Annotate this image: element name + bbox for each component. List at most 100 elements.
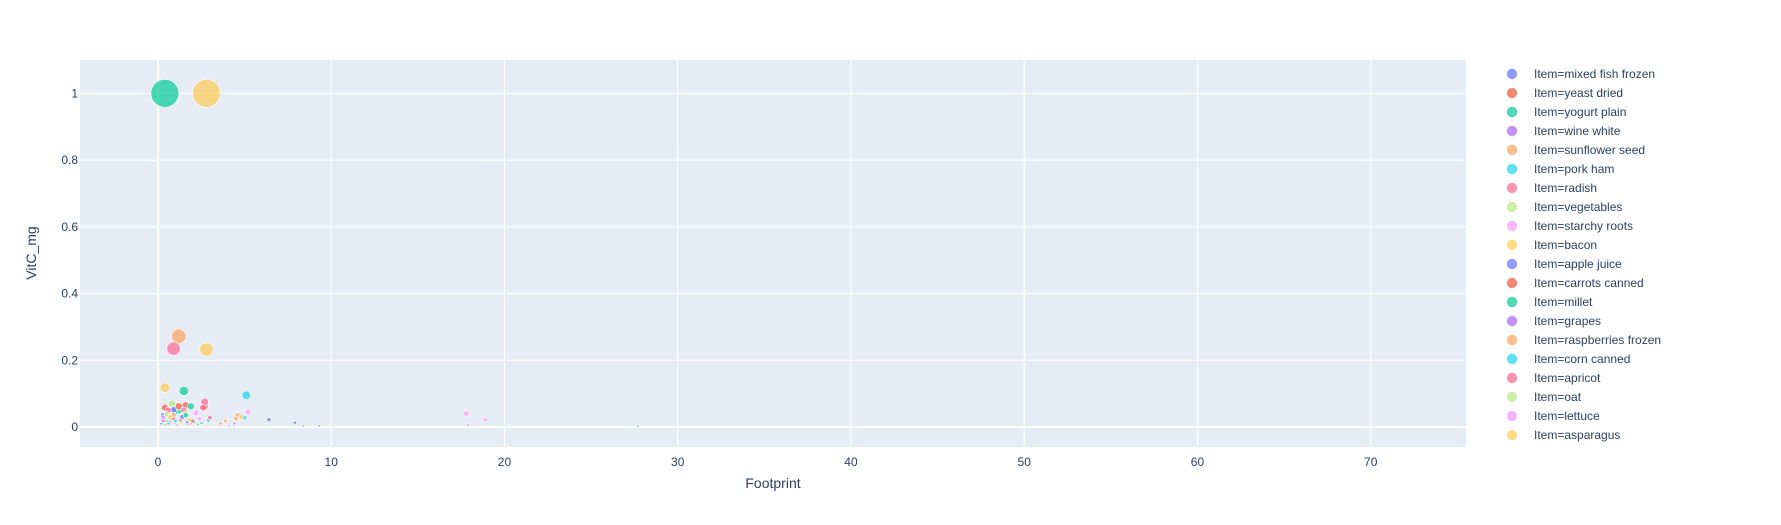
data-point[interactable] — [173, 421, 177, 426]
legend-item[interactable]: Item=radish — [1506, 181, 1598, 195]
legend-marker — [1506, 410, 1518, 422]
legend-label: Item=apple juice — [1534, 257, 1622, 271]
y-tick-label: 0.6 — [61, 220, 78, 234]
data-point[interactable] — [199, 421, 204, 425]
data-point[interactable] — [196, 422, 200, 426]
data-point[interactable] — [182, 412, 189, 419]
data-point[interactable] — [463, 410, 470, 417]
legend-item[interactable]: Item=carrots canned — [1506, 276, 1644, 290]
x-tick-label: 30 — [671, 455, 685, 469]
legend-item[interactable]: Item=yeast dried — [1506, 86, 1624, 100]
legend-item[interactable]: Item=asparagus — [1506, 428, 1621, 442]
legend-item[interactable]: Item=apple juice — [1506, 257, 1623, 271]
y-tick-labels: 0 0.2 0.4 0.6 0.8 1 — [61, 86, 78, 434]
data-point[interactable] — [171, 328, 187, 344]
legend-label: Item=corn canned — [1534, 352, 1630, 366]
legend-item[interactable]: Item=lettuce — [1506, 409, 1601, 423]
legend-marker — [1506, 258, 1518, 270]
legend-item[interactable]: Item=grapes — [1506, 314, 1602, 328]
data-point[interactable] — [483, 417, 488, 423]
x-tick-label: 10 — [325, 455, 339, 469]
data-point[interactable] — [227, 424, 231, 428]
x-tick-label: 50 — [1018, 455, 1032, 469]
data-point[interactable] — [207, 414, 213, 421]
data-point[interactable] — [210, 422, 214, 426]
data-point[interactable] — [150, 79, 180, 108]
legend-marker — [1506, 163, 1518, 175]
data-point[interactable] — [238, 414, 244, 420]
data-point[interactable] — [199, 342, 214, 357]
legend-marker — [1506, 87, 1518, 99]
data-point[interactable] — [166, 341, 181, 356]
data-point[interactable] — [232, 421, 236, 426]
data-point[interactable] — [317, 424, 321, 428]
legend-item[interactable]: Item=oat — [1506, 390, 1582, 404]
data-point[interactable] — [192, 79, 221, 108]
data-point[interactable] — [166, 421, 171, 426]
legend-label: Item=oat — [1534, 390, 1582, 404]
legend-label: Item=carrots canned — [1534, 276, 1644, 290]
data-point[interactable] — [241, 390, 251, 400]
y-tick-label: 0.4 — [61, 287, 78, 301]
legend-label: Item=grapes — [1534, 314, 1601, 328]
data-point[interactable] — [301, 424, 305, 428]
legend-marker — [1506, 106, 1518, 118]
x-axis-title: Footprint — [745, 475, 800, 491]
legend-item[interactable]: Item=mixed fish frozen — [1506, 67, 1656, 81]
data-point[interactable] — [189, 421, 193, 426]
legend-marker — [1506, 239, 1518, 251]
legend-item[interactable]: Item=raspberries frozen — [1506, 333, 1662, 347]
data-point[interactable] — [217, 423, 221, 427]
data-point[interactable] — [159, 421, 164, 426]
data-point[interactable] — [233, 416, 239, 422]
legend-item[interactable]: Item=corn canned — [1506, 352, 1631, 366]
legend-marker — [1506, 372, 1518, 384]
legend-label: Item=raspberries frozen — [1534, 333, 1661, 347]
data-point[interactable] — [197, 416, 203, 422]
data-point[interactable] — [186, 417, 192, 423]
data-point[interactable] — [266, 417, 272, 423]
data-point[interactable] — [199, 403, 207, 412]
legend-marker — [1506, 296, 1518, 308]
legend-marker — [1506, 201, 1518, 213]
legend-label: Item=radish — [1534, 181, 1597, 195]
legend-label: Item=starchy roots — [1534, 219, 1633, 233]
legend-label: Item=mixed fish frozen — [1534, 67, 1655, 81]
legend-item[interactable]: Item=yogurt plain — [1506, 105, 1627, 119]
data-points — [150, 79, 640, 428]
legend-marker — [1506, 315, 1518, 327]
legend-item[interactable]: Item=vegetables — [1506, 200, 1623, 214]
legend-item[interactable]: Item=starchy roots — [1506, 219, 1634, 233]
legend-label: Item=yogurt plain — [1534, 105, 1626, 119]
legend-item[interactable]: Item=bacon — [1506, 238, 1598, 252]
legend[interactable]: Item=mixed fish frozen Item=yeast dried It… — [1506, 67, 1662, 442]
data-point[interactable] — [159, 382, 171, 393]
legend-label: Item=bacon — [1534, 238, 1597, 252]
legend-item[interactable]: Item=millet — [1506, 295, 1594, 309]
data-point[interactable] — [244, 408, 252, 416]
legend-label: Item=wine white — [1534, 124, 1621, 138]
data-point[interactable] — [187, 402, 195, 411]
data-point[interactable] — [180, 420, 185, 425]
data-point[interactable] — [167, 399, 176, 408]
data-point[interactable] — [192, 409, 200, 417]
x-tick-labels: 0 10 20 30 40 50 60 70 — [155, 455, 1378, 469]
legend-item[interactable]: Item=sunflower seed — [1506, 143, 1646, 157]
data-point[interactable] — [466, 423, 470, 427]
data-point[interactable] — [223, 418, 228, 424]
data-point[interactable] — [160, 414, 166, 421]
legend-marker — [1506, 391, 1518, 403]
legend-item[interactable]: Item=wine white — [1506, 124, 1621, 138]
data-point[interactable] — [636, 424, 640, 428]
x-tick-label: 20 — [498, 455, 512, 469]
legend-marker — [1506, 429, 1518, 441]
y-tick-label: 0 — [71, 420, 78, 434]
legend-item[interactable]: Item=pork ham — [1506, 162, 1615, 176]
data-point[interactable] — [292, 420, 297, 425]
data-point[interactable] — [174, 402, 183, 411]
data-point[interactable] — [179, 386, 189, 396]
x-tick-label: 40 — [844, 455, 858, 469]
data-point[interactable] — [167, 414, 173, 420]
legend-item[interactable]: Item=apricot — [1506, 371, 1602, 385]
data-point[interactable] — [163, 423, 167, 427]
